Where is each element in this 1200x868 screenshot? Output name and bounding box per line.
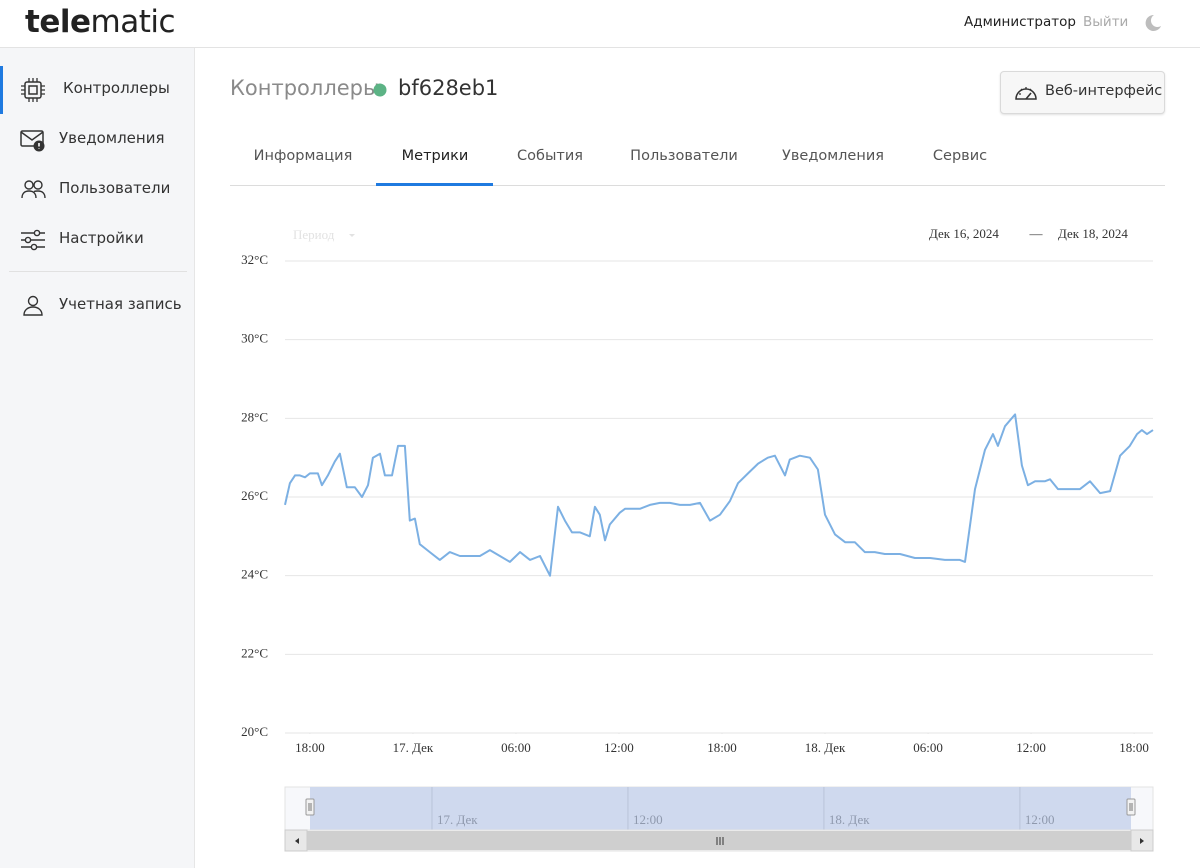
handle-grip [1129, 803, 1133, 811]
period-caret [349, 234, 355, 237]
theme-toggle[interactable] [1141, 12, 1163, 34]
x-tick-label: 18:00 [295, 740, 325, 755]
y-tick-label: 24°C [241, 567, 268, 582]
x-tick-label: 12:00 [604, 740, 634, 755]
x-tick-label: 18:00 [707, 740, 737, 755]
nav-label: Контроллеры [63, 79, 170, 97]
logout-link[interactable]: Выйти [1083, 14, 1129, 30]
tab-active[interactable]: Метрики [401, 148, 469, 164]
x-tick-label: 06:00 [501, 740, 531, 755]
tab[interactable]: Уведомления [782, 148, 884, 164]
scroll-left-arrow [295, 838, 299, 844]
navigator-label: 18. Дек [829, 812, 870, 827]
tab[interactable]: События [517, 148, 583, 164]
nav-label: Уведомления [59, 129, 165, 147]
sidebar-divider [9, 271, 187, 272]
tab[interactable]: Пользователи [630, 148, 738, 164]
moon-icon [1145, 14, 1161, 31]
navigator-selection [310, 787, 1131, 830]
web-interface-button[interactable]: Веб-интерфейс [1000, 71, 1165, 114]
device-id: bf628eb1 [398, 76, 499, 100]
nav-users[interactable]: Пользователи [0, 165, 194, 213]
x-tick-label: 17. Дек [393, 740, 434, 755]
users-icon [21, 180, 46, 199]
sliders-icon [21, 229, 45, 251]
navigator-label: 17. Дек [437, 812, 478, 827]
user-name[interactable]: Администратор [964, 14, 1076, 30]
top-bar: telematic Администратор Выйти [0, 0, 1200, 48]
scrollbar-grip [716, 837, 724, 845]
y-tick-label: 22°C [241, 645, 268, 660]
x-tick-label: 06:00 [913, 740, 943, 755]
tab[interactable]: Информация [253, 148, 353, 164]
nav-label: Пользователи [59, 179, 171, 197]
navigator-label: 12:00 [1025, 812, 1055, 827]
logo[interactable]: telematic [25, 4, 176, 40]
tab-underline [376, 183, 493, 186]
period-select[interactable]: Период [293, 227, 335, 242]
chip-icon [21, 78, 45, 102]
nav-controllers[interactable]: Контроллеры [0, 65, 194, 113]
navigator-label: 12:00 [633, 812, 663, 827]
nav-settings[interactable]: Настройки [0, 215, 194, 263]
handle-grip [308, 803, 312, 811]
x-tick-label: 12:00 [1016, 740, 1046, 755]
y-tick-label: 20°C [241, 724, 268, 739]
nav-label: Учетная запись [59, 295, 182, 313]
date-from[interactable]: Дек 16, 2024 [929, 226, 999, 241]
active-indicator [0, 66, 3, 114]
button-label: Веб-интерфейс [1045, 83, 1163, 99]
x-tick-label: 18:00 [1119, 740, 1149, 755]
account-icon [23, 295, 43, 316]
date-to[interactable]: Дек 18, 2024 [1058, 226, 1128, 241]
status-dot [373, 83, 387, 97]
date-separator: — [1029, 226, 1044, 241]
mail-icon [20, 130, 45, 152]
y-tick-label: 32°C [241, 252, 268, 267]
breadcrumb-section[interactable]: Контроллеры [230, 76, 380, 100]
nav-account[interactable]: Учетная запись [0, 281, 194, 329]
logo-bold: tele [25, 4, 91, 40]
x-tick-label: 18. Дек [805, 740, 846, 755]
tab[interactable]: Сервис [932, 148, 988, 164]
navigator-handle [305, 798, 315, 816]
nav-label: Настройки [59, 229, 144, 247]
gauge-icon [1015, 87, 1037, 100]
y-tick-label: 26°C [241, 488, 268, 503]
temperature-line [284, 413, 1154, 577]
navigator-handle [1126, 798, 1136, 816]
scroll-right-arrow [1140, 838, 1144, 844]
y-tick-label: 30°C [241, 331, 268, 346]
nav-notifications[interactable]: Уведомления [0, 115, 194, 163]
y-tick-label: 28°C [241, 409, 268, 424]
chart: Период Дек 16, 2024 — Дек 18, 2024 20°C 2… [241, 226, 1154, 852]
tabs-border [230, 185, 1165, 186]
logo-rest: matic [90, 4, 176, 40]
